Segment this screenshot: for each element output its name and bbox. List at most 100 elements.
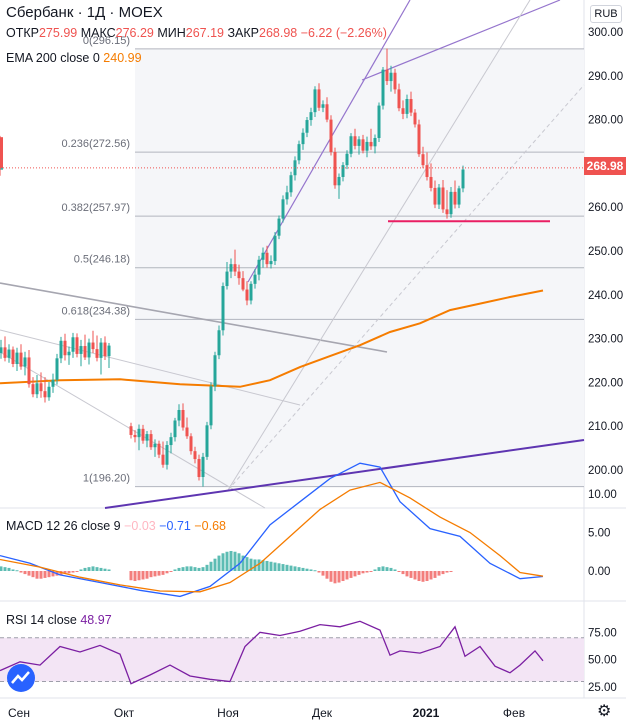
ohlc-legend: ОТКР275.99 МАКС276.29 МИН267.19 ЗАКР268.…: [6, 26, 387, 40]
macd-histogram-bar: [71, 571, 75, 573]
candle-body: [333, 152, 337, 186]
candle-body: [273, 235, 277, 262]
channel-line: [0, 329, 301, 406]
macd-histogram-bar: [23, 571, 27, 575]
macd-histogram-bar: [161, 571, 165, 575]
candle-body: [15, 352, 19, 365]
currency-button[interactable]: RUB: [590, 5, 622, 23]
candle-body: [429, 176, 433, 188]
candle-body: [129, 426, 133, 435]
macd-histogram-bar: [393, 569, 397, 571]
candle-body: [137, 428, 141, 438]
candle-body: [261, 252, 265, 260]
tradingview-logo-icon[interactable]: [7, 664, 35, 692]
macd-histogram-bar: [201, 567, 205, 571]
candle-body: [63, 340, 67, 356]
fan-line-dashed: [227, 84, 585, 491]
gear-icon[interactable]: ⚙: [597, 703, 612, 720]
rsi-tick-label: 25.00: [588, 682, 617, 694]
candle-body: [413, 112, 417, 125]
macd-histogram-bar: [257, 559, 261, 571]
candle-body: [385, 69, 389, 82]
macd-histogram-bar: [75, 571, 79, 572]
macd-histogram-bar: [413, 571, 417, 580]
macd-histogram-bar: [445, 571, 449, 573]
candle-body: [349, 136, 353, 154]
exchange-label: MOEX: [118, 4, 163, 21]
rsi-legend[interactable]: RSI 14 close 48.97: [6, 613, 112, 627]
macd-histogram-bar: [277, 563, 281, 571]
close-label: ЗАКР: [227, 26, 260, 40]
candle-body: [169, 437, 173, 446]
candle-body: [357, 139, 361, 146]
rsi-tick-label: 50.00: [588, 655, 617, 667]
candle-body: [3, 347, 7, 358]
macd-histogram-bar: [137, 571, 141, 581]
macd-histogram-bar: [377, 567, 381, 571]
macd-histogram-bar: [173, 569, 177, 571]
macd-line: [0, 462, 544, 598]
candle-body: [253, 274, 257, 284]
macd-histogram-bar: [51, 571, 55, 577]
macd-histogram-bar: [245, 557, 249, 571]
interval-label: 1Д: [86, 4, 106, 21]
macd-histogram-bar: [261, 560, 265, 571]
macd-histogram-bar: [133, 571, 137, 582]
macd-histogram-bar: [99, 567, 103, 571]
macd-histogram-bar: [325, 571, 329, 579]
macd-legend[interactable]: MACD 12 26 close 9 −0.03 −0.71 −0.68: [6, 519, 226, 533]
macd-histogram-bar: [67, 571, 71, 574]
candle-body: [161, 454, 165, 465]
candle-body: [205, 425, 209, 457]
macd-histogram-bar: [253, 559, 257, 571]
candle-body: [103, 342, 107, 357]
price-tick-label: 250.00: [588, 246, 623, 258]
macd-tick-label: 0.00: [588, 566, 610, 578]
candle-body: [337, 176, 341, 186]
macd-histogram-bar: [373, 569, 377, 571]
candle-body: [181, 409, 185, 428]
candle-body: [361, 139, 365, 151]
chart-title: Сбербанк · 1Д · MOEX: [6, 4, 163, 21]
ema-legend[interactable]: EMA 200 close 0 240.99: [6, 51, 142, 65]
high-value: 276.29: [115, 26, 154, 40]
macd-histogram-bar: [145, 571, 149, 579]
candle-body: [209, 386, 213, 426]
candle-body: [43, 391, 47, 398]
macd-histogram-bar: [79, 569, 83, 571]
price-tick-label: 230.00: [588, 334, 623, 346]
candle-body: [71, 337, 75, 352]
macd-histogram-bar: [149, 571, 153, 578]
macd-histogram-bar: [293, 566, 297, 571]
candle-body: [31, 384, 35, 395]
macd-histogram-bar: [365, 571, 369, 573]
candle-body: [441, 187, 445, 210]
macd-histogram-bar: [225, 551, 229, 571]
macd-tick-label: 10.00: [588, 489, 617, 501]
macd-histogram-bar: [305, 568, 309, 571]
candle-body: [201, 456, 205, 478]
candle-body: [265, 252, 269, 265]
rsi-tick-label: 75.00: [588, 627, 617, 639]
macd-histogram-bar: [11, 569, 15, 571]
low-value: 267.19: [185, 26, 225, 40]
candle-body: [51, 379, 55, 387]
macd-histogram-bar: [397, 571, 401, 572]
macd-histogram-bar: [0, 566, 3, 571]
macd-histogram-bar: [83, 567, 87, 571]
macd-histogram-bar: [103, 568, 107, 571]
candle-body: [23, 357, 27, 367]
macd-histogram-bar: [317, 571, 321, 573]
change-value: −6.22 (−2.26%): [300, 26, 387, 40]
macd-histogram-bar: [321, 571, 325, 576]
macd-histogram-bar: [269, 561, 273, 571]
price-tick-label: 240.00: [588, 290, 623, 302]
candle-body: [177, 409, 181, 421]
macd-histogram-bar: [337, 571, 341, 583]
macd-line-value: −0.71: [159, 519, 191, 533]
time-tick-label: Сен: [8, 706, 30, 720]
macd-histogram-bar: [345, 571, 349, 580]
macd-histogram-bar: [381, 566, 385, 571]
macd-histogram-bar: [95, 567, 99, 571]
separator: ·: [77, 4, 83, 21]
